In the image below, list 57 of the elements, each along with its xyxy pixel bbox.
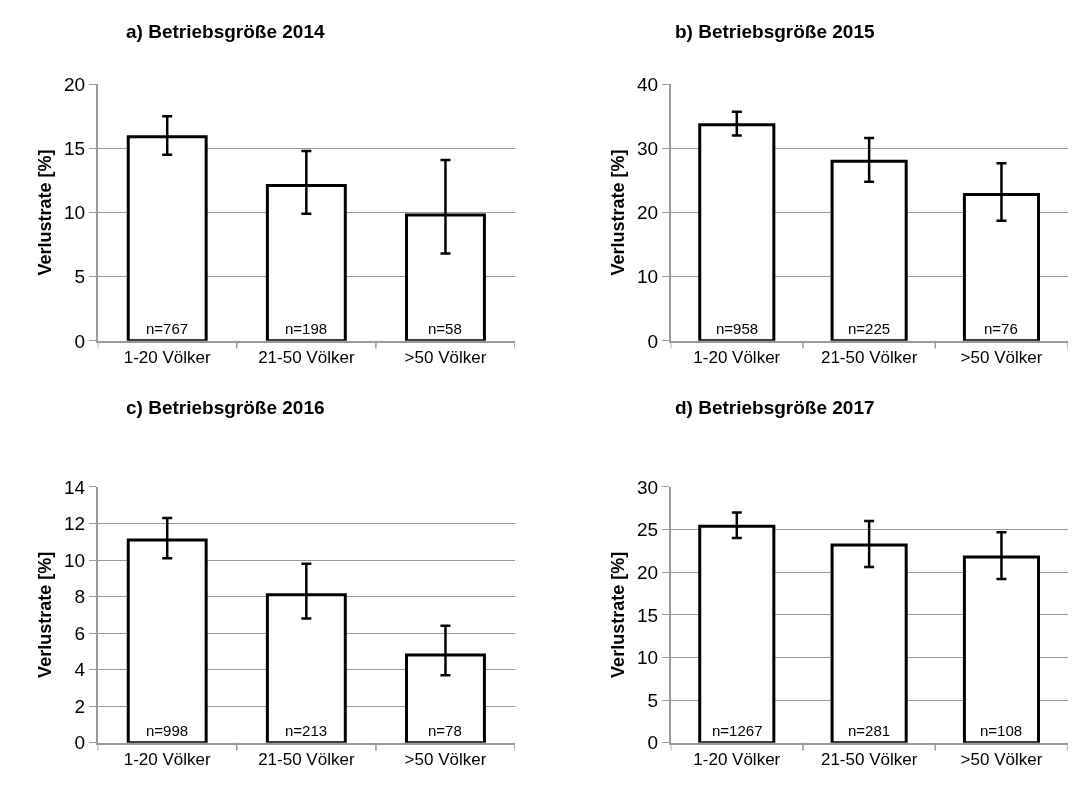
y-tick-label: 6 bbox=[74, 622, 86, 644]
x-tick-label: 1-20 Völker bbox=[123, 347, 212, 367]
x-tick-label: >50 Völker bbox=[960, 749, 1043, 769]
y-tick-label: 12 bbox=[63, 513, 86, 535]
x-tick-label: 1-20 Völker bbox=[693, 749, 781, 769]
y-tick-label: 20 bbox=[63, 73, 86, 95]
y-tick-label: 10 bbox=[636, 266, 659, 288]
y-tick-label: 2 bbox=[74, 695, 86, 717]
annotation: n=198 bbox=[285, 320, 328, 337]
x-tick-label: >50 Völker bbox=[404, 749, 487, 769]
y-axis-title: Verlustrate [%] bbox=[607, 551, 628, 678]
y-tick-label: 30 bbox=[636, 138, 659, 160]
annotation: n=1267 bbox=[712, 722, 763, 739]
y-tick-label: 15 bbox=[636, 604, 659, 626]
x-tick-label: 1-20 Völker bbox=[123, 749, 212, 769]
y-tick-label: 25 bbox=[636, 519, 659, 541]
y-tick-label: 5 bbox=[647, 689, 659, 711]
y-axis-title: Verlustrate [%] bbox=[34, 551, 55, 678]
x-tick-label: >50 Völker bbox=[960, 347, 1043, 367]
y-tick-label: 8 bbox=[74, 586, 86, 608]
chart-title: d) Betriebsgröße 2017 bbox=[675, 397, 875, 418]
x-tick-label: 21-50 Völker bbox=[258, 749, 355, 769]
annotation: n=767 bbox=[146, 320, 189, 337]
y-tick-label: 10 bbox=[63, 202, 86, 224]
y-tick-label: 4 bbox=[74, 659, 86, 681]
y-tick-label: 0 bbox=[74, 732, 86, 754]
x-tick-label: 1-20 Völker bbox=[693, 347, 781, 367]
chart-title: b) Betriebsgröße 2015 bbox=[675, 21, 875, 42]
x-tick-label: 21-50 Völker bbox=[820, 347, 918, 367]
y-tick-label: 0 bbox=[74, 330, 86, 352]
y-axis-title: Verlustrate [%] bbox=[34, 149, 55, 276]
chart-title: a) Betriebsgröße 2014 bbox=[126, 21, 325, 42]
annotation: n=998 bbox=[146, 722, 189, 739]
y-tick-label: 20 bbox=[636, 561, 659, 583]
annotation: n=958 bbox=[716, 320, 759, 337]
chart-title: c) Betriebsgröße 2016 bbox=[126, 397, 325, 418]
annotation: n=108 bbox=[980, 722, 1023, 739]
x-tick-label: 21-50 Völker bbox=[820, 749, 918, 769]
x-tick-label: 21-50 Völker bbox=[258, 347, 355, 367]
y-tick-label: 40 bbox=[636, 73, 659, 95]
annotation: n=213 bbox=[285, 722, 328, 739]
y-axis-title: Verlustrate [%] bbox=[607, 149, 628, 276]
y-tick-label: 0 bbox=[647, 732, 659, 754]
y-tick-label: 30 bbox=[636, 476, 659, 498]
annotation: n=225 bbox=[848, 320, 891, 337]
y-tick-label: 0 bbox=[647, 330, 659, 352]
y-tick-label: 20 bbox=[636, 202, 659, 224]
y-tick-label: 15 bbox=[63, 138, 86, 160]
y-tick-label: 5 bbox=[74, 266, 86, 288]
annotation: n=78 bbox=[428, 722, 462, 739]
y-tick-label: 10 bbox=[63, 549, 86, 571]
annotation: n=58 bbox=[428, 320, 462, 337]
annotation: n=76 bbox=[984, 320, 1018, 337]
y-tick-label: 14 bbox=[63, 476, 86, 498]
annotation: n=281 bbox=[848, 722, 891, 739]
x-tick-label: >50 Völker bbox=[404, 347, 487, 367]
y-tick-label: 10 bbox=[636, 647, 659, 669]
